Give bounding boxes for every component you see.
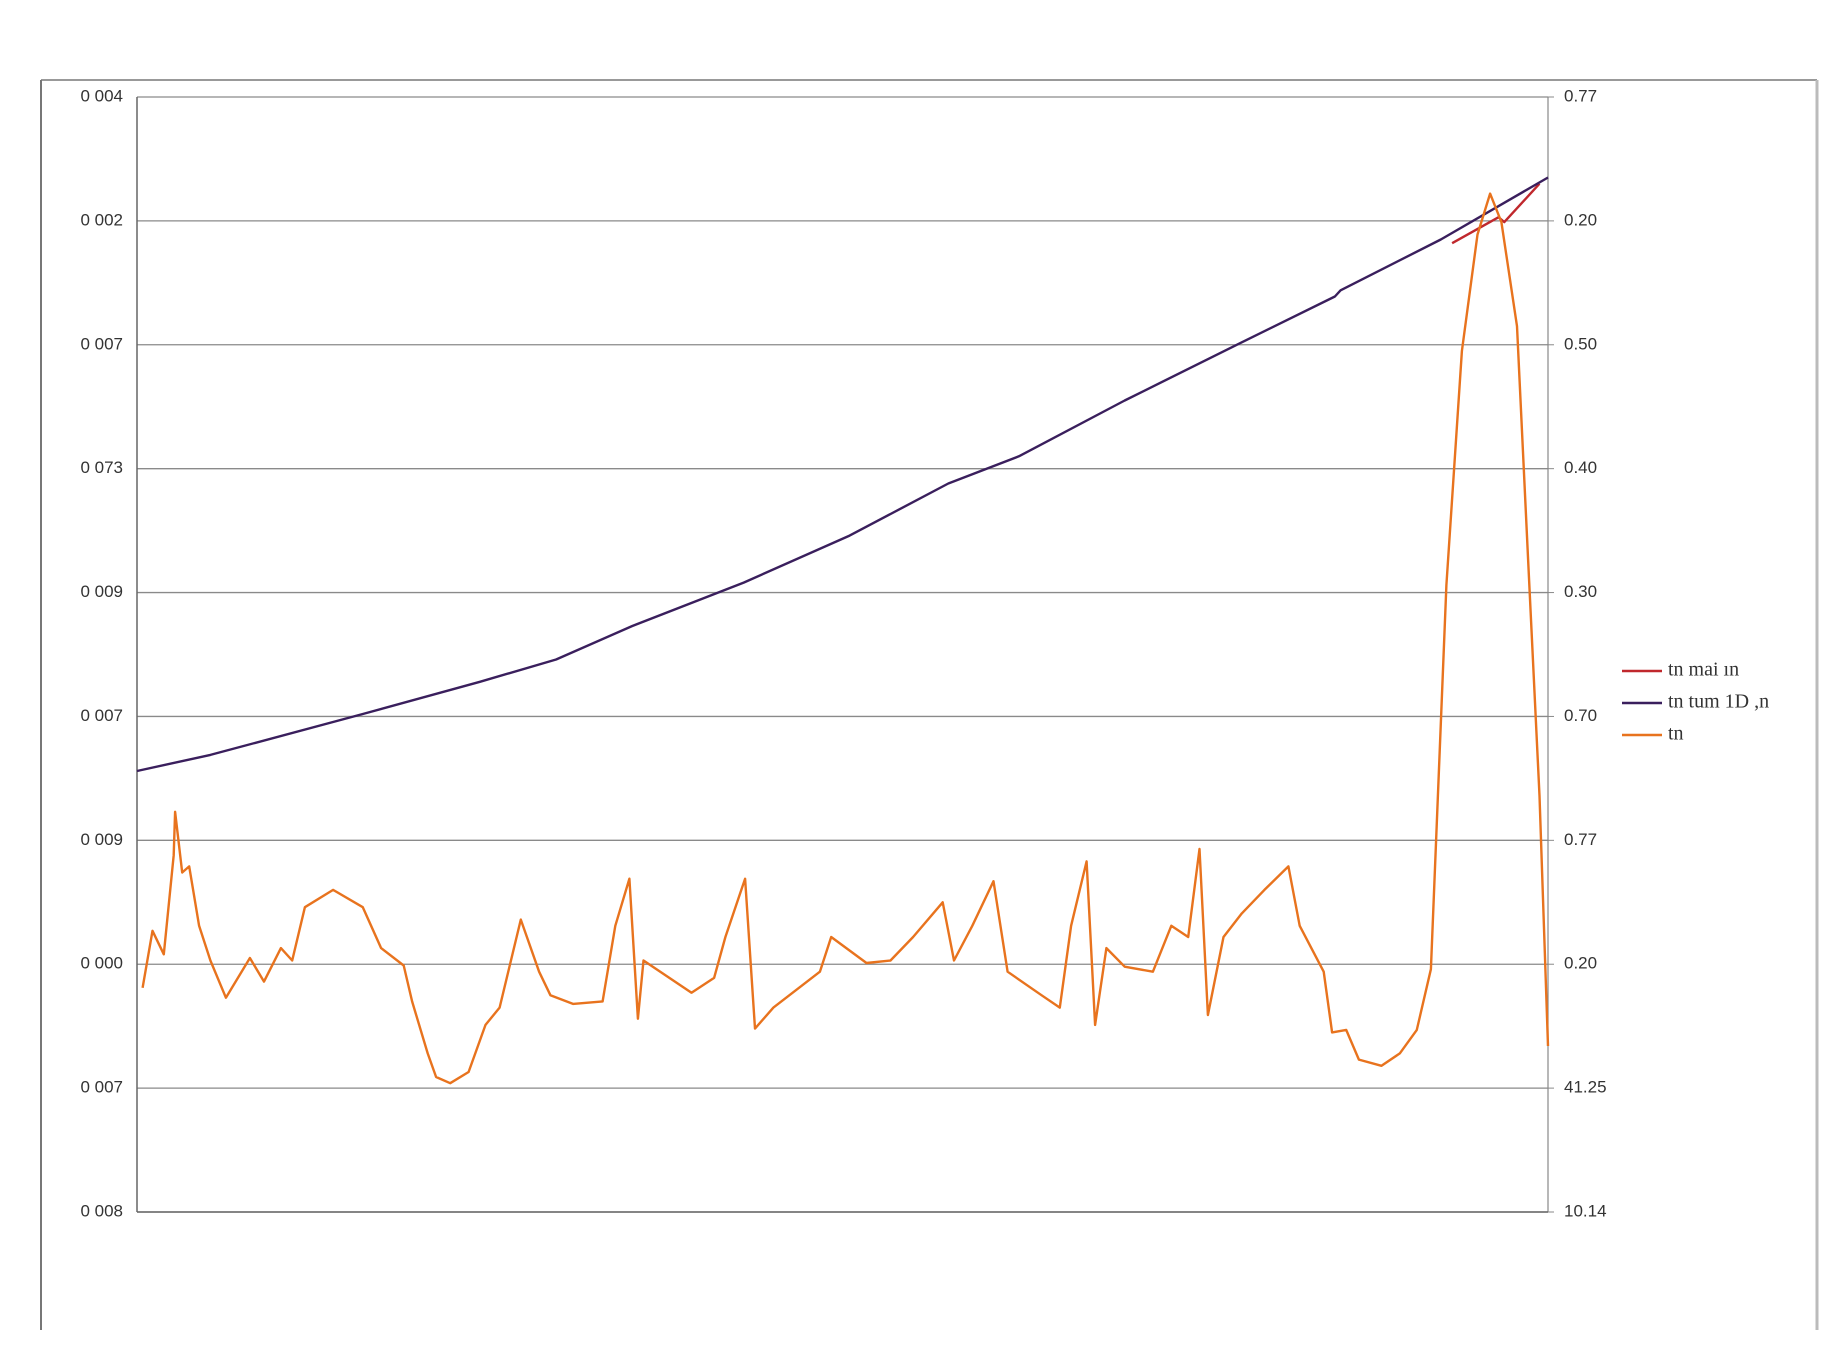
- y2-tick-label: 0.50: [1564, 334, 1597, 353]
- legend-label: tn tum 1D ,n: [1668, 691, 1769, 713]
- legend-label: tn mai ın: [1668, 659, 1739, 681]
- y2-tick-label: 0.20: [1564, 210, 1597, 229]
- series-line: [1451, 182, 1541, 245]
- y-tick-label: 0 007: [80, 706, 123, 725]
- y-tick-label: 0 009: [80, 830, 123, 849]
- y2-tick-label: 0.77: [1564, 830, 1597, 849]
- y-tick-label: 0 002: [80, 210, 123, 229]
- y-tick-label: 0 007: [80, 334, 123, 353]
- legend: tn mai ın tn tum 1D ,n tn: [1622, 659, 1769, 745]
- series-line: [141, 192, 1550, 1085]
- y-tick-label: 0 004: [80, 86, 123, 105]
- y-tick-label: 0 073: [80, 458, 123, 477]
- y-tick-label: 0 009: [80, 582, 123, 601]
- y2-tick-label: 0.77: [1564, 86, 1597, 105]
- y2-tick-label: 41.25: [1564, 1078, 1607, 1097]
- y2-tick-label: 0.40: [1564, 458, 1597, 477]
- y2-tick-label: 0.70: [1564, 706, 1597, 725]
- y2-tick-label: 10.14: [1564, 1201, 1607, 1220]
- y2-tick-label: 0.30: [1564, 582, 1597, 601]
- y-tick-label: 0 008: [80, 1201, 123, 1220]
- y-tick-label: 0 007: [80, 1078, 123, 1097]
- y2-tick-label: 0.20: [1564, 954, 1597, 973]
- legend-label: tn: [1668, 723, 1684, 745]
- y-tick-label: 0 000: [80, 954, 123, 973]
- series-line: [136, 176, 1549, 773]
